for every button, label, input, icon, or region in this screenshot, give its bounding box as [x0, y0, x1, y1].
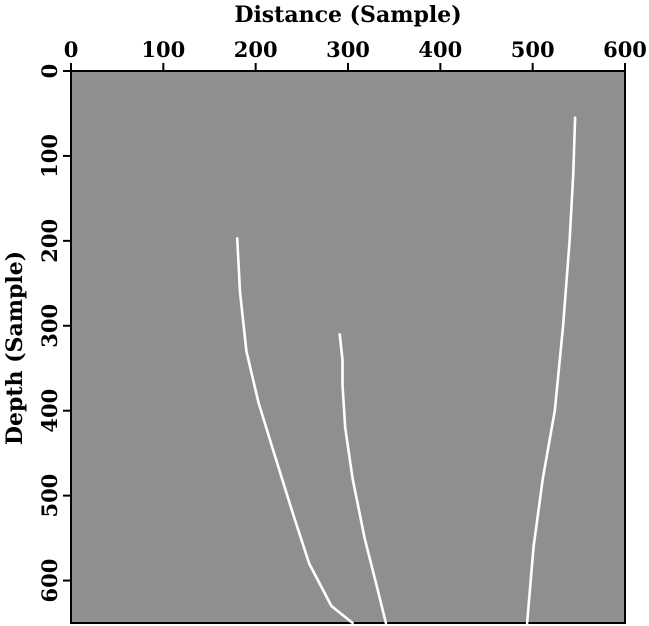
x-axis-title: Distance (Sample)	[234, 2, 461, 28]
y-tick-label: 400	[37, 389, 62, 433]
y-tick-label: 300	[37, 304, 62, 348]
y-axis-ticks: 0 100 200 300 400 500 600	[37, 64, 71, 603]
plot-area	[70, 70, 626, 624]
x-tick-label: 400	[418, 37, 462, 62]
fault-lines	[235, 116, 577, 625]
y-tick-label: 500	[37, 474, 62, 518]
y-tick-label: 0	[37, 64, 62, 79]
y-tick-label: 100	[37, 134, 62, 178]
y-axis-title: Depth (Sample)	[2, 251, 28, 445]
x-tick-label: 100	[141, 37, 185, 62]
x-axis-ticks: 0 100 200 300 400 500 600	[64, 37, 647, 71]
x-tick-label: 600	[603, 37, 647, 62]
y-tick-label: 600	[37, 559, 62, 603]
x-tick-label: 300	[326, 37, 370, 62]
x-tick-label: 200	[234, 37, 278, 62]
y-tick-label: 200	[37, 219, 62, 263]
x-tick-label: 0	[64, 37, 79, 62]
fault-line-2	[338, 332, 388, 625]
fault-line-3	[525, 116, 577, 625]
x-tick-label: 500	[511, 37, 555, 62]
fault-line-1	[235, 237, 354, 625]
